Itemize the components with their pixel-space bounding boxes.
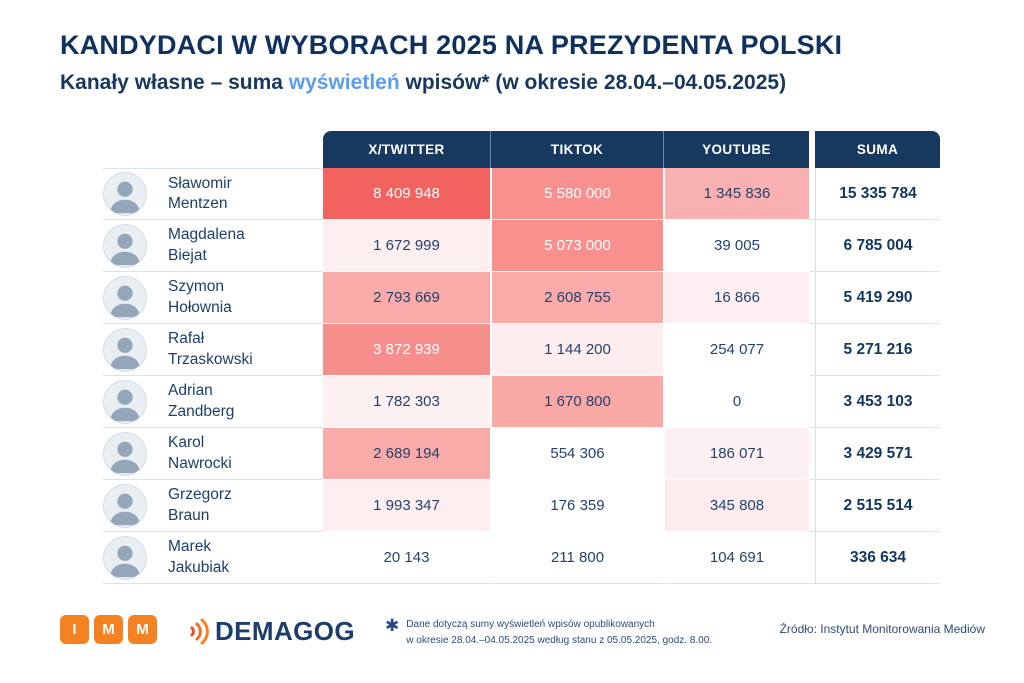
candidate-photo	[103, 535, 147, 580]
person-icon	[109, 285, 141, 317]
value-x-twitter: 2 793 669	[323, 272, 490, 324]
value-youtube: 39 005	[663, 220, 809, 272]
value-youtube: 254 077	[663, 324, 809, 376]
column-header-x-twitter: X/TWITTER	[323, 131, 490, 168]
value-youtube: 186 071	[663, 428, 809, 480]
value-youtube: 16 866	[663, 272, 809, 324]
subtitle-prefix: Kanały własne – suma	[60, 71, 289, 94]
candidate-name: Szymon Hołownia	[147, 272, 323, 324]
header: KANDYDACI W WYBORACH 2025 NA PREZYDENTA …	[60, 30, 842, 95]
value-x-twitter: 3 872 939	[323, 324, 490, 376]
value-suma: 6 785 004	[815, 220, 940, 272]
candidate-name: Karol Nawrocki	[147, 428, 323, 480]
value-tiktok: 211 800	[490, 532, 663, 584]
value-suma: 2 515 514	[815, 480, 940, 532]
person-icon	[109, 181, 141, 214]
value-x-twitter: 20 143	[323, 532, 490, 584]
candidate-avatar	[103, 480, 147, 532]
value-suma: 5 419 290	[815, 272, 940, 324]
column-gap	[809, 272, 815, 324]
sound-wave-icon	[190, 618, 209, 645]
candidate-name: Grzegorz Braun	[147, 480, 323, 532]
value-x-twitter: 2 689 194	[323, 428, 490, 480]
footnote: ✱ Dane dotyczą sumy wyświetleń wpisów op…	[385, 616, 713, 648]
candidate-photo	[103, 172, 147, 216]
demagog-logo: DEMAGOG	[189, 616, 355, 646]
column-gap	[809, 480, 815, 532]
candidate-avatar	[103, 532, 147, 584]
candidates-heatmap-table: X/TWITTER TIKTOK YOUTUBE SUMA Sławomir Me…	[103, 131, 940, 584]
candidate-name: Sławomir Mentzen	[147, 168, 323, 220]
value-youtube: 0	[663, 376, 809, 428]
candidate-photo	[103, 483, 147, 528]
value-youtube: 104 691	[663, 532, 809, 584]
footnote-text: Dane dotyczą sumy wyświetleń wpisów opub…	[406, 619, 713, 646]
candidate-name: Adrian Zandberg	[147, 376, 323, 428]
value-suma: 15 335 784	[815, 168, 940, 220]
value-x-twitter: 1 993 347	[323, 480, 490, 532]
page-subtitle: Kanały własne – suma wyświetleń wpisów* …	[60, 71, 842, 95]
candidate-photo	[103, 327, 147, 372]
imm-logo-square: M	[94, 615, 123, 644]
value-x-twitter: 8 409 948	[323, 168, 490, 220]
value-youtube: 345 808	[663, 480, 809, 532]
candidate-photo	[103, 223, 147, 268]
column-header-youtube: YOUTUBE	[663, 131, 809, 168]
candidate-name: Marek Jakubiak	[147, 532, 323, 584]
column-gap	[809, 168, 815, 220]
person-icon	[109, 389, 141, 421]
value-suma: 336 634	[815, 532, 940, 584]
person-icon	[109, 337, 141, 369]
value-tiktok: 1 144 200	[490, 324, 663, 376]
candidate-avatar	[103, 376, 147, 428]
value-suma: 5 271 216	[815, 324, 940, 376]
candidate-avatar	[103, 324, 147, 376]
candidate-name: Magdalena Biejat	[147, 220, 323, 272]
subtitle-accent: wyświetleń	[288, 71, 400, 94]
imm-logo-square: M	[128, 615, 157, 644]
column-gap	[809, 324, 815, 376]
value-x-twitter: 1 782 303	[323, 376, 490, 428]
imm-logo-square: I	[60, 615, 89, 644]
column-gap	[809, 532, 815, 584]
person-icon	[109, 441, 141, 473]
value-suma: 3 453 103	[815, 376, 940, 428]
candidate-avatar	[103, 168, 147, 220]
value-tiktok: 1 670 800	[490, 376, 663, 428]
header-gap	[809, 131, 815, 168]
value-tiktok: 176 359	[490, 480, 663, 532]
column-header-tiktok: TIKTOK	[490, 131, 663, 168]
page-title: KANDYDACI W WYBORACH 2025 NA PREZYDENTA …	[60, 30, 843, 60]
source-credit: Źródło: Instytut Monitorowania Mediów	[779, 622, 985, 636]
value-suma: 3 429 571	[815, 428, 940, 480]
candidate-name: Rafał Trzaskowski	[147, 324, 323, 376]
candidate-avatar	[103, 428, 147, 480]
value-youtube: 1 345 836	[663, 168, 809, 220]
candidate-photo	[103, 431, 147, 476]
candidate-avatar	[103, 272, 147, 324]
column-header-suma: SUMA	[815, 131, 940, 168]
imm-logo: I M M	[60, 615, 157, 644]
header-empty-corner	[103, 131, 323, 168]
subtitle-suffix: wpisów* (w okresie 28.04.–04.05.2025)	[399, 71, 787, 94]
column-gap	[809, 428, 815, 480]
value-tiktok: 5 073 000	[490, 220, 663, 272]
value-tiktok: 2 608 755	[490, 272, 663, 324]
value-tiktok: 5 580 000	[490, 168, 663, 220]
person-icon	[109, 545, 141, 577]
footer: I M M DEMAGOG ✱ Dane dotyczą sumy wyświe…	[60, 615, 985, 648]
candidate-photo	[103, 379, 147, 424]
candidate-avatar	[103, 220, 147, 272]
value-tiktok: 554 306	[490, 428, 663, 480]
value-x-twitter: 1 672 999	[323, 220, 490, 272]
person-icon	[109, 233, 141, 265]
person-icon	[109, 493, 141, 525]
column-gap	[809, 220, 815, 272]
column-gap	[809, 376, 815, 428]
asterisk-icon: ✱	[385, 616, 400, 635]
candidate-photo	[103, 275, 147, 320]
demagog-wordmark: DEMAGOG	[215, 616, 356, 646]
